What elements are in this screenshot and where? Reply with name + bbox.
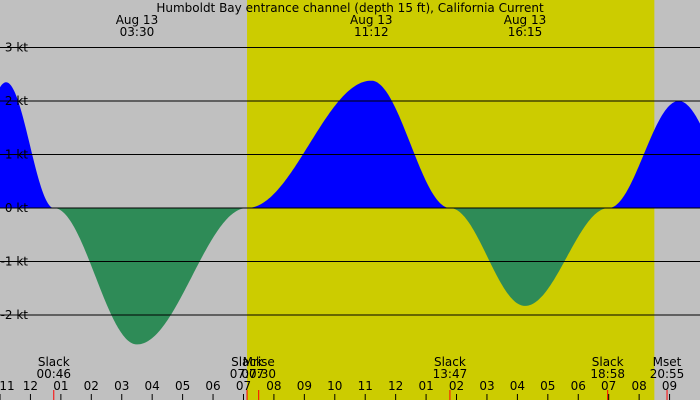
- event-time-label: 20:55: [650, 367, 685, 381]
- event-labels: Slack00:46Slack07:07Mrise07:30Slack13:47…: [36, 355, 684, 400]
- x-tick-label: 11: [358, 379, 373, 393]
- ebb-area: [450, 208, 608, 306]
- y-tick-label: 2 kt: [5, 94, 28, 108]
- x-tick-label: 03: [479, 379, 494, 393]
- event-name-label: Slack: [434, 355, 466, 369]
- x-tick-label: 02: [449, 379, 464, 393]
- x-tick-label: 01: [418, 379, 433, 393]
- event-name-label: Slack: [592, 355, 624, 369]
- x-tick-label: 01: [53, 379, 68, 393]
- x-tick-label: 09: [297, 379, 312, 393]
- x-tick-label: 12: [23, 379, 38, 393]
- x-tick-label: 07: [601, 379, 616, 393]
- x-tick-label: 04: [145, 379, 160, 393]
- event-time-label: 07:07: [230, 367, 265, 381]
- peak-time-label: 11:12: [354, 25, 389, 39]
- event-name-label: Slack: [231, 355, 263, 369]
- x-tick-label: 06: [205, 379, 220, 393]
- event-time-label: 00:46: [36, 367, 71, 381]
- x-tick-label: 02: [84, 379, 99, 393]
- event-name-label: Mset: [653, 355, 682, 369]
- x-tick-label: 07: [236, 379, 251, 393]
- event-time-label: 07:30: [241, 367, 276, 381]
- x-tick-label: 03: [114, 379, 129, 393]
- x-tick-label: 06: [571, 379, 586, 393]
- x-tick-label: 11: [0, 379, 15, 393]
- event-time-label: 18:58: [590, 367, 625, 381]
- y-tick-label: 0 kt: [5, 201, 28, 215]
- peak-time-label: 16:15: [508, 25, 543, 39]
- event-name-label: Slack: [38, 355, 70, 369]
- x-tick-label: 05: [175, 379, 190, 393]
- y-tick-label: 1 kt: [5, 148, 28, 162]
- event-name-label: Mrise: [243, 355, 275, 369]
- flood-area: [248, 80, 449, 208]
- flood-area: [0, 82, 53, 208]
- ebb-area: [54, 208, 247, 345]
- x-tick-label: 09: [662, 379, 677, 393]
- x-tick-label: 04: [510, 379, 525, 393]
- event-time-label: 13:47: [433, 367, 468, 381]
- x-tick-label: 08: [631, 379, 646, 393]
- peak-date-label: Aug 13: [350, 13, 393, 27]
- x-tick-label: 12: [388, 379, 403, 393]
- y-tick-label: -1 kt: [1, 255, 29, 269]
- chart-title: Humboldt Bay entrance channel (depth 15 …: [156, 1, 544, 15]
- grid-lines: [0, 47, 700, 316]
- x-axis: 11 12 01 02 03 04 05 06 07 08 09 10 11 12 01 02 03 04 05 06…: [0, 379, 677, 400]
- peak-date-label: Aug 13: [504, 13, 547, 27]
- peak-time-label: 03:30: [120, 25, 155, 39]
- x-tick-label: 10: [327, 379, 342, 393]
- x-tick-label: 05: [540, 379, 555, 393]
- y-tick-label: 3 kt: [5, 41, 28, 55]
- y-tick-labels: 3 kt 2 kt 1 kt 0 kt -1 kt -2 kt: [1, 41, 29, 323]
- x-tick-label: 08: [266, 379, 281, 393]
- y-tick-label: -2 kt: [1, 308, 29, 322]
- peak-date-label: Aug 13: [116, 13, 159, 27]
